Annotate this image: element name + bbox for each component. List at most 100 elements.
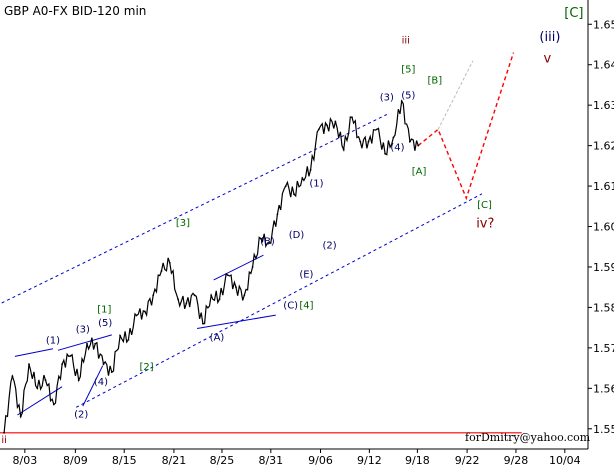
wave-label: (5) [401,91,415,102]
wave-label: (3) [76,325,90,336]
price-point [334,120,337,123]
wedge-2-lower-line [82,365,104,407]
wave-label: (D) [289,230,305,241]
price-point [384,152,386,155]
price-point [301,177,304,179]
price-point [226,274,229,276]
wave-label: (C) [283,301,298,312]
price-point [3,431,5,434]
wave-label: (1) [46,335,60,346]
y-tick-label: 1.60 [593,221,614,234]
wedge-1-lower-line [17,386,63,416]
price-point [400,100,403,102]
price-point [193,294,196,297]
price-point [110,371,113,373]
price-point [44,379,47,382]
alternate-forecast-line [437,60,474,130]
wave-label: (A) [210,333,225,344]
wave-label: ii [1,435,7,446]
y-tick-label: 1.61 [593,180,614,193]
wedge-3-upper-line [213,254,264,281]
price-point [268,241,271,244]
channel-lower-line [75,193,483,408]
price-point [251,266,254,268]
x-tick-label: 9/18 [405,454,430,467]
price-point [309,169,312,171]
x-tick-label: 8/25 [210,454,235,467]
wave-label: [1] [97,304,111,315]
x-tick-label: 8/31 [258,454,283,467]
price-point [392,136,395,139]
price-point [61,363,63,365]
price-point [152,294,155,297]
price-point [144,310,146,313]
wave-label: (4) [94,377,108,388]
wave-label: [3] [176,218,190,229]
wave-label: (E) [299,270,313,281]
price-point [367,140,370,143]
y-tick-label: 1.57 [593,342,614,355]
price-point [243,294,246,297]
price-point [409,140,411,143]
wave-label: (B) [260,237,275,248]
price-point [317,128,320,131]
wedge-1-upper-line [14,348,54,357]
wave-label: [B] [427,76,442,87]
wave-label: [C] [477,200,492,211]
x-tick-label: 8/03 [12,454,37,467]
y-axis-ticks: 1.55 1.56 1.57 1.58 1.59 1.60 1.61 1.62 1.63 1.64… [588,18,614,436]
forecast-line [417,52,515,201]
x-tick-label: 9/28 [504,454,529,467]
wave-label: [A] [412,166,427,177]
price-point [210,294,213,297]
price-point [417,144,420,147]
price-point [160,270,163,272]
price-point [218,298,221,301]
price-point [52,403,55,406]
price-point [69,355,72,357]
x-axis-ticks: 8/03 8/09 8/15 8/21 8/25 8/31 9/06 9/12 9/18 9/22… [12,449,581,467]
x-tick-label: 10/04 [549,454,581,467]
price-point [77,379,80,382]
price-point [185,302,188,305]
price-point [28,363,30,365]
price-point [351,116,353,119]
x-tick-label: 8/21 [162,454,187,467]
wave-label: (5) [98,318,112,329]
wave-label: v [544,52,552,67]
wave-label: iii [402,36,410,47]
price-point [326,124,328,127]
price-series [3,99,420,434]
wave-label: (2) [74,409,88,420]
plot-area [0,0,588,449]
price-point [135,314,138,317]
x-tick-label: 9/22 [455,454,480,467]
wave-label: (iii) [539,30,560,45]
price-point [276,213,279,216]
price-point [260,237,262,240]
price-point [235,286,237,289]
wave-label: [5] [401,64,415,75]
price-point [168,262,171,264]
overlay-lines [0,52,522,434]
wave-label: (2) [323,240,337,251]
wave-label: (1) [309,179,323,190]
y-tick-label: 1.58 [593,301,614,314]
price-point [202,322,204,325]
author-credit: forDmitry@yahoo.com [465,431,591,444]
y-tick-label: 1.56 [593,382,614,395]
wave-labels: ii (1) (2) (3) (4) (5) [1] [2] [3] (A) (B) (C) (D) (E… [1,6,583,446]
wedge-2-upper-line [57,334,112,351]
price-point [11,375,14,378]
y-tick-label: 1.55 [593,423,614,436]
wave-label: [C] [564,6,583,21]
price-point [19,415,22,418]
y-tick-label: 1.59 [593,261,614,274]
x-tick-label: 8/09 [63,454,88,467]
price-point [102,363,105,365]
wave-label: (3) [380,92,394,103]
price-point [284,185,287,188]
price-point [36,387,39,390]
price-point [86,342,88,345]
